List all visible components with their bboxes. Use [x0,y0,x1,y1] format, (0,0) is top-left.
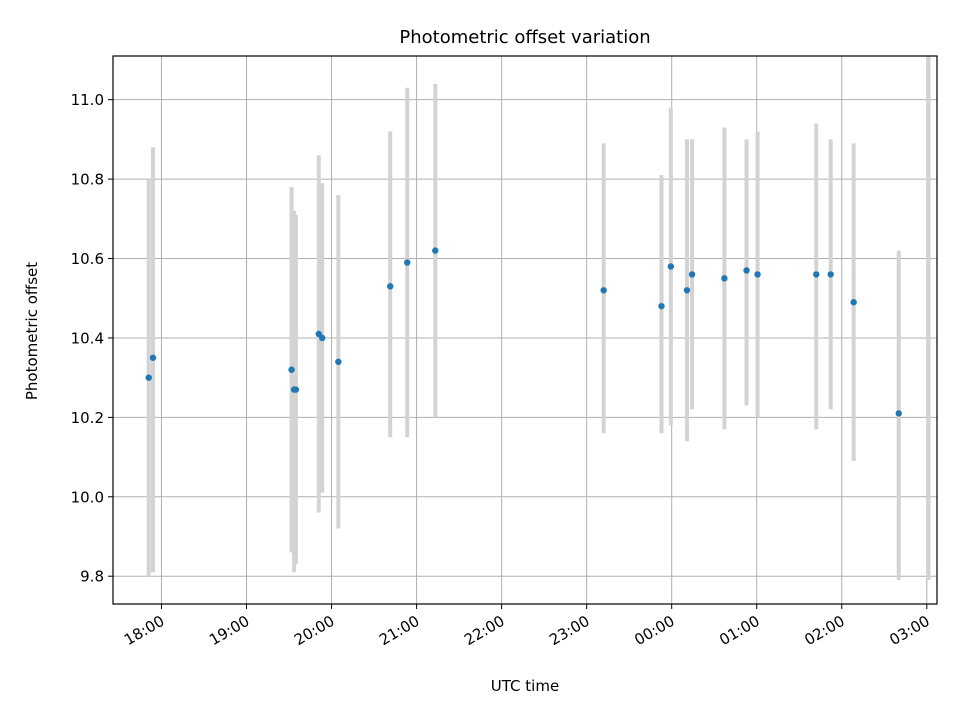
data-point [683,287,691,294]
x-axis-label: UTC time [491,677,559,695]
y-axis-label: Photometric offset [23,262,41,400]
y-axis-ticks: 9.8 10.0 10.2 10.4 10.6 10.8 11.0 [71,91,113,586]
y-tick-label: 9.8 [80,568,104,586]
y-tick-label: 10.2 [71,409,104,427]
data-point [813,271,820,278]
y-tick-label: 10.6 [71,250,104,268]
data-point [895,410,902,417]
data-point [850,299,857,306]
data-point [688,271,696,278]
data-point [743,267,750,274]
data-point [432,247,439,254]
data-point [754,271,761,278]
data-point [667,263,675,270]
data-point [827,271,834,278]
data-point [387,283,394,290]
data-point [721,275,728,282]
y-tick-label: 11.0 [71,91,104,109]
y-tick-label: 10.0 [71,488,104,506]
data-point [149,354,157,361]
data-point [145,374,152,381]
data-points [145,247,902,417]
data-point [600,287,607,294]
data-point [658,302,665,310]
data-point [318,334,326,342]
data-point [335,358,342,365]
data-point [292,386,300,393]
axes-frame [112,55,938,605]
data-point [288,366,295,373]
data-point [404,259,411,266]
y-tick-label: 10.4 [71,329,104,347]
y-tick-label: 10.8 [71,171,104,189]
chart-title: Photometric offset variation [399,27,650,48]
